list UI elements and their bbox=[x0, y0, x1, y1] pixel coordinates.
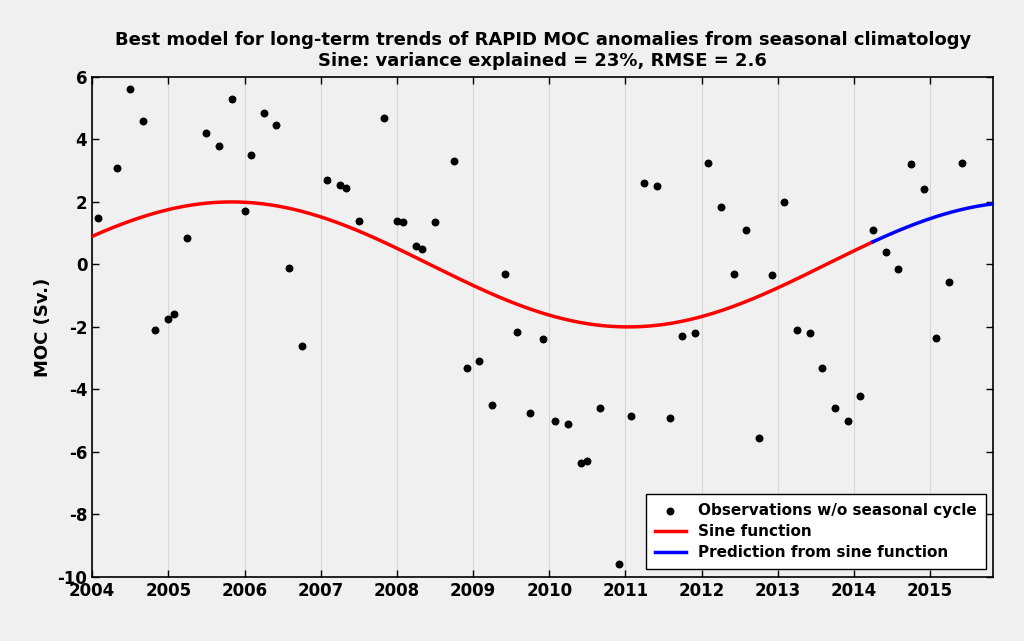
Line: Prediction from sine function: Prediction from sine function bbox=[872, 204, 993, 242]
Observations w/o seasonal cycle bbox=[199, 128, 215, 138]
Observations w/o seasonal cycle bbox=[414, 244, 430, 254]
Sine function bbox=[225, 198, 238, 206]
Observations w/o seasonal cycle bbox=[294, 340, 310, 351]
Prediction from sine function bbox=[889, 228, 901, 236]
Observations w/o seasonal cycle bbox=[237, 206, 253, 217]
Prediction from sine function bbox=[977, 201, 989, 209]
Observations w/o seasonal cycle bbox=[522, 408, 539, 418]
Observations w/o seasonal cycle bbox=[110, 162, 126, 172]
Observations w/o seasonal cycle bbox=[389, 215, 406, 226]
Observations w/o seasonal cycle bbox=[535, 335, 551, 345]
Observations w/o seasonal cycle bbox=[484, 400, 501, 410]
Observations w/o seasonal cycle bbox=[662, 412, 678, 422]
Observations w/o seasonal cycle bbox=[903, 159, 920, 169]
Observations w/o seasonal cycle bbox=[211, 140, 227, 151]
Observations w/o seasonal cycle bbox=[941, 276, 957, 287]
Sine function bbox=[711, 308, 723, 316]
Observations w/o seasonal cycle bbox=[611, 559, 628, 570]
Observations w/o seasonal cycle bbox=[338, 183, 354, 193]
Observations w/o seasonal cycle bbox=[471, 356, 487, 367]
Observations w/o seasonal cycle bbox=[147, 325, 164, 335]
Observations w/o seasonal cycle bbox=[890, 264, 906, 274]
Observations w/o seasonal cycle bbox=[318, 175, 335, 185]
Observations w/o seasonal cycle bbox=[649, 181, 666, 192]
Observations w/o seasonal cycle bbox=[243, 150, 259, 160]
Observations w/o seasonal cycle bbox=[915, 184, 932, 194]
Title: Best model for long-term trends of RAPID MOC anomalies from seasonal climatology: Best model for long-term trends of RAPID… bbox=[115, 31, 971, 70]
Observations w/o seasonal cycle bbox=[122, 84, 138, 94]
Sine function bbox=[86, 233, 98, 240]
Prediction from sine function bbox=[899, 224, 911, 232]
Sine function bbox=[166, 205, 178, 213]
Observations w/o seasonal cycle bbox=[223, 94, 240, 104]
Legend: Observations w/o seasonal cycle, Sine function, Prediction from sine function: Observations w/o seasonal cycle, Sine fu… bbox=[646, 494, 986, 569]
Observations w/o seasonal cycle bbox=[497, 269, 513, 279]
Observations w/o seasonal cycle bbox=[580, 456, 596, 467]
Observations w/o seasonal cycle bbox=[268, 121, 285, 131]
Sine function bbox=[866, 238, 879, 246]
Observations w/o seasonal cycle bbox=[509, 326, 525, 337]
Prediction from sine function bbox=[874, 235, 887, 242]
Observations w/o seasonal cycle bbox=[725, 269, 741, 279]
Sine function bbox=[431, 264, 443, 272]
Observations w/o seasonal cycle bbox=[135, 115, 152, 126]
Sine function bbox=[623, 323, 635, 331]
Observations w/o seasonal cycle bbox=[408, 240, 424, 251]
Observations w/o seasonal cycle bbox=[814, 362, 830, 372]
Sine function bbox=[402, 250, 415, 258]
Observations w/o seasonal cycle bbox=[160, 314, 176, 324]
Observations w/o seasonal cycle bbox=[592, 403, 608, 413]
Sine function bbox=[624, 323, 636, 331]
Prediction from sine function bbox=[981, 201, 993, 208]
Observations w/o seasonal cycle bbox=[90, 212, 106, 222]
Observations w/o seasonal cycle bbox=[332, 179, 348, 190]
Observations w/o seasonal cycle bbox=[802, 328, 818, 338]
Observations w/o seasonal cycle bbox=[281, 262, 297, 272]
Observations w/o seasonal cycle bbox=[687, 328, 703, 338]
Prediction from sine function bbox=[866, 238, 879, 246]
Observations w/o seasonal cycle bbox=[427, 217, 443, 228]
Observations w/o seasonal cycle bbox=[852, 390, 868, 401]
Observations w/o seasonal cycle bbox=[928, 333, 944, 343]
Observations w/o seasonal cycle bbox=[560, 419, 577, 429]
Prediction from sine function bbox=[987, 200, 999, 208]
Observations w/o seasonal cycle bbox=[445, 156, 462, 167]
Sine function bbox=[696, 312, 709, 320]
Observations w/o seasonal cycle bbox=[864, 225, 881, 235]
Observations w/o seasonal cycle bbox=[878, 247, 894, 257]
Observations w/o seasonal cycle bbox=[179, 233, 196, 243]
Observations w/o seasonal cycle bbox=[255, 108, 271, 118]
Observations w/o seasonal cycle bbox=[788, 325, 805, 335]
Observations w/o seasonal cycle bbox=[376, 112, 392, 122]
Observations w/o seasonal cycle bbox=[954, 158, 971, 168]
Observations w/o seasonal cycle bbox=[764, 271, 780, 281]
Observations w/o seasonal cycle bbox=[573, 458, 590, 468]
Observations w/o seasonal cycle bbox=[826, 403, 843, 413]
Prediction from sine function bbox=[871, 236, 884, 244]
Observations w/o seasonal cycle bbox=[636, 178, 652, 188]
Y-axis label: MOC (Sv.): MOC (Sv.) bbox=[34, 278, 52, 376]
Observations w/o seasonal cycle bbox=[350, 215, 367, 226]
Observations w/o seasonal cycle bbox=[394, 217, 411, 228]
Observations w/o seasonal cycle bbox=[737, 225, 754, 235]
Observations w/o seasonal cycle bbox=[624, 411, 640, 421]
Observations w/o seasonal cycle bbox=[775, 197, 792, 207]
Observations w/o seasonal cycle bbox=[713, 201, 729, 212]
Observations w/o seasonal cycle bbox=[459, 362, 475, 372]
Observations w/o seasonal cycle bbox=[699, 158, 716, 168]
Observations w/o seasonal cycle bbox=[547, 415, 563, 426]
Observations w/o seasonal cycle bbox=[840, 415, 856, 426]
Observations w/o seasonal cycle bbox=[751, 433, 767, 443]
Observations w/o seasonal cycle bbox=[166, 309, 182, 319]
Observations w/o seasonal cycle bbox=[675, 331, 691, 342]
Line: Sine function: Sine function bbox=[92, 202, 872, 327]
